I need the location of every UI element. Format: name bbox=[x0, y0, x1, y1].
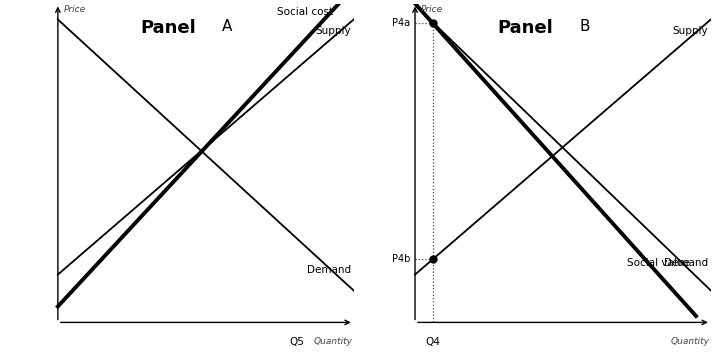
Text: Supply: Supply bbox=[672, 26, 708, 36]
Text: Demand: Demand bbox=[663, 258, 708, 268]
Text: Panel: Panel bbox=[498, 20, 554, 38]
Text: P4a: P4a bbox=[393, 18, 411, 28]
Text: P4b: P4b bbox=[392, 254, 411, 264]
Text: Price: Price bbox=[421, 5, 443, 14]
Text: Social cost: Social cost bbox=[277, 7, 333, 17]
Text: Panel: Panel bbox=[141, 20, 197, 38]
Text: Q4: Q4 bbox=[426, 337, 441, 347]
Text: Price: Price bbox=[64, 5, 86, 14]
Text: Quantity: Quantity bbox=[671, 337, 709, 346]
Text: Demand: Demand bbox=[307, 264, 350, 274]
Text: Supply: Supply bbox=[315, 26, 350, 36]
Text: Q5: Q5 bbox=[290, 337, 304, 347]
Text: A: A bbox=[222, 20, 233, 34]
Text: Quantity: Quantity bbox=[313, 337, 352, 346]
Text: Social value: Social value bbox=[628, 258, 690, 268]
Text: B: B bbox=[579, 20, 589, 34]
